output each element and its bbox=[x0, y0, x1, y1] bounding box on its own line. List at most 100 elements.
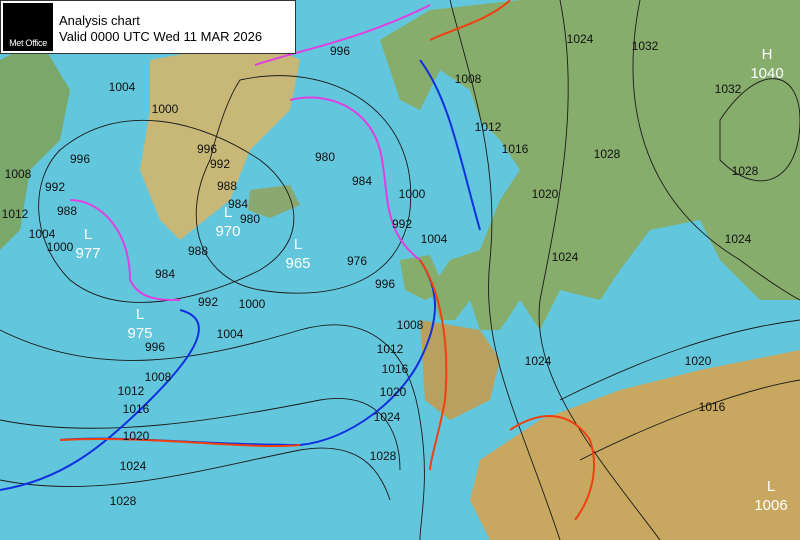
isobar-label: 976 bbox=[347, 254, 367, 268]
isobar-label: 1008 bbox=[397, 318, 424, 332]
isobar-label: 980 bbox=[240, 212, 260, 226]
isobar bbox=[0, 324, 425, 540]
isobar-label: 1008 bbox=[455, 72, 482, 86]
land bbox=[0, 40, 70, 250]
isobar-label: 1024 bbox=[567, 32, 594, 46]
isobar-label: 992 bbox=[392, 217, 412, 231]
isobar-label: 1016 bbox=[699, 400, 726, 414]
logo: Met Office bbox=[3, 3, 53, 51]
isobar-label: 1016 bbox=[123, 402, 150, 416]
logo-text: Met Office bbox=[9, 38, 47, 48]
isobar-label: 996 bbox=[375, 277, 395, 291]
warm-front bbox=[429, 0, 511, 41]
isobar-label: 992 bbox=[45, 180, 65, 194]
isobar bbox=[559, 319, 800, 401]
isobar bbox=[538, 0, 661, 540]
isobar-label: 1020 bbox=[123, 429, 150, 443]
isobar-label: 984 bbox=[352, 174, 372, 188]
isobar-label: 1012 bbox=[118, 384, 145, 398]
centre-pressure: 965 bbox=[285, 255, 310, 272]
warm-front bbox=[419, 259, 448, 471]
isobar-label: 1032 bbox=[632, 39, 659, 53]
isobar-label: 1000 bbox=[239, 297, 266, 311]
isobar-label: 988 bbox=[217, 179, 237, 193]
isobar-label: 1016 bbox=[382, 362, 409, 376]
isobar-label: 1028 bbox=[732, 164, 759, 178]
isobar bbox=[38, 119, 295, 303]
isobar bbox=[579, 379, 800, 461]
centre-pressure: 970 bbox=[215, 223, 240, 240]
isobar bbox=[449, 0, 561, 540]
centre-pressure: 977 bbox=[75, 245, 100, 262]
chart-title: Analysis chart bbox=[59, 13, 140, 28]
isobar bbox=[0, 398, 401, 471]
centre-pressure: 975 bbox=[127, 325, 152, 342]
isobar-label: 996 bbox=[145, 340, 165, 354]
centre-letter: L bbox=[84, 226, 92, 243]
isobar-label: 988 bbox=[57, 204, 77, 218]
isobar bbox=[195, 75, 412, 294]
centre-pressure: 1006 bbox=[754, 497, 787, 514]
centre-letter: L bbox=[294, 236, 302, 253]
centre-letter: L bbox=[767, 478, 775, 495]
isobar-label: 1016 bbox=[502, 142, 529, 156]
isobar-label: 1000 bbox=[47, 240, 74, 254]
fronts bbox=[0, 0, 596, 521]
isobar-label: 1020 bbox=[380, 385, 407, 399]
isobar-label: 1024 bbox=[374, 410, 401, 424]
isobar-label: 996 bbox=[330, 44, 350, 58]
labels: H1040L977L970L965L975L100699610041000996… bbox=[2, 32, 788, 514]
valid-time: Valid 0000 UTC Wed 11 MAR 2026 bbox=[59, 29, 263, 44]
isobar-label: 988 bbox=[188, 244, 208, 258]
isobar-label: 1032 bbox=[715, 82, 742, 96]
isobar-label: 1028 bbox=[110, 494, 137, 508]
isobar-label: 1024 bbox=[725, 232, 752, 246]
warm-front bbox=[509, 415, 596, 521]
header: Met Office Analysis chart Valid 0000 UTC… bbox=[0, 0, 296, 54]
isobar-label: 1004 bbox=[421, 232, 448, 246]
cold-front bbox=[0, 309, 200, 491]
isobar-label: 984 bbox=[155, 267, 175, 281]
isobar-label: 996 bbox=[70, 152, 90, 166]
africa bbox=[470, 350, 800, 540]
isobar-label: 1020 bbox=[685, 354, 712, 368]
isobar-label: 996 bbox=[197, 142, 217, 156]
centre-pressure: 1040 bbox=[750, 65, 783, 82]
isobar-label: 992 bbox=[198, 295, 218, 309]
isobar-label: 1000 bbox=[152, 102, 179, 116]
occluded-front bbox=[289, 96, 421, 261]
isobar-label: 992 bbox=[210, 157, 230, 171]
europe bbox=[380, 0, 800, 330]
cold-front bbox=[419, 59, 481, 231]
occluded-front bbox=[69, 199, 181, 301]
isobar-label: 1004 bbox=[29, 227, 56, 241]
isobar-label: 1012 bbox=[377, 342, 404, 356]
occluded-front bbox=[254, 4, 431, 66]
isobar-label: 1028 bbox=[370, 449, 397, 463]
isobar-label: 1024 bbox=[552, 250, 579, 264]
isobar-label: 1012 bbox=[475, 120, 502, 134]
isobar bbox=[632, 0, 800, 301]
isobar-label: 1000 bbox=[399, 187, 426, 201]
isobar-label: 1008 bbox=[5, 167, 32, 181]
isobar-label: 980 bbox=[315, 150, 335, 164]
isobar-label: 1004 bbox=[109, 80, 136, 94]
warm-front bbox=[59, 437, 301, 448]
centre-letter: L bbox=[136, 306, 144, 323]
isobar-label: 1024 bbox=[525, 354, 552, 368]
isobar-label: 1024 bbox=[120, 459, 147, 473]
isobar-label: 1004 bbox=[217, 327, 244, 341]
isobar-label: 984 bbox=[228, 197, 248, 211]
isobar-label: 1028 bbox=[594, 147, 621, 161]
greenland bbox=[140, 40, 300, 240]
centre-letter: H bbox=[762, 46, 773, 63]
centre-letter: L bbox=[224, 204, 232, 221]
isobar-label: 1012 bbox=[2, 207, 29, 221]
isobar-label: 1008 bbox=[145, 370, 172, 384]
isobar bbox=[0, 447, 391, 501]
iceland bbox=[248, 185, 300, 218]
iberia bbox=[420, 320, 500, 420]
isobar-label: 1020 bbox=[532, 187, 559, 201]
